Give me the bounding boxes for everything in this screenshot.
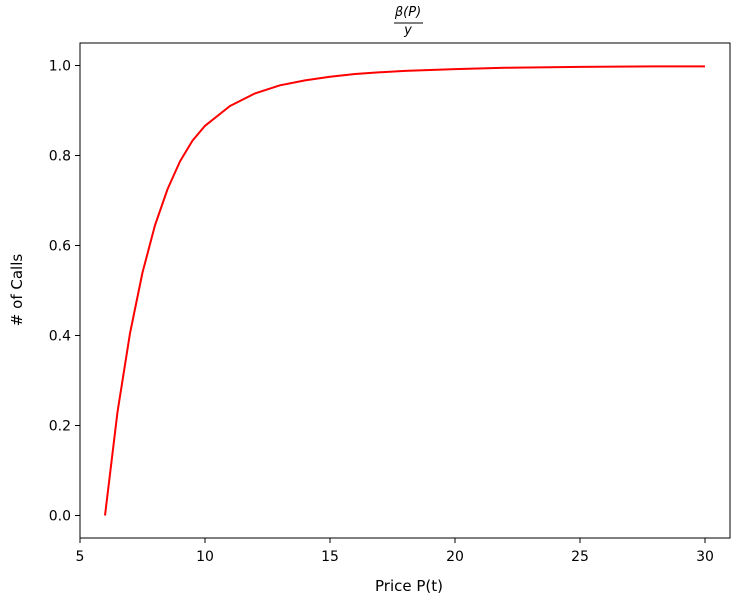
- x-axis: 5 10 15 20 25 30: [76, 538, 714, 565]
- y-tick-label: 0.0: [49, 509, 71, 525]
- series-group: [104, 65, 705, 516]
- y-tick-label: 0.4: [49, 329, 71, 345]
- chart-title: β(P) y: [394, 5, 423, 38]
- y-tick-label: 1.0: [49, 59, 71, 75]
- x-tick-label: 10: [196, 549, 214, 565]
- y-tick-label: 0.8: [49, 149, 71, 165]
- chart-title-denominator: y: [403, 23, 412, 38]
- x-tick-label: 20: [446, 549, 464, 565]
- plot-area-frame: [79, 42, 731, 539]
- y-tick-label: 0.6: [49, 239, 71, 255]
- x-tick-label: 5: [76, 549, 85, 565]
- chart-title-numerator: β(P): [394, 5, 421, 20]
- y-axis-label: # of Calls: [8, 254, 26, 327]
- x-tick-label: 30: [696, 549, 714, 565]
- y-tick-label: 0.2: [49, 419, 71, 435]
- y-axis: 0.0 0.2 0.4 0.6 0.8 1.0: [49, 59, 80, 525]
- x-axis-label: Price P(t): [375, 577, 443, 595]
- series-line: [104, 65, 705, 516]
- x-tick-label: 15: [321, 549, 339, 565]
- x-tick-label: 25: [571, 549, 589, 565]
